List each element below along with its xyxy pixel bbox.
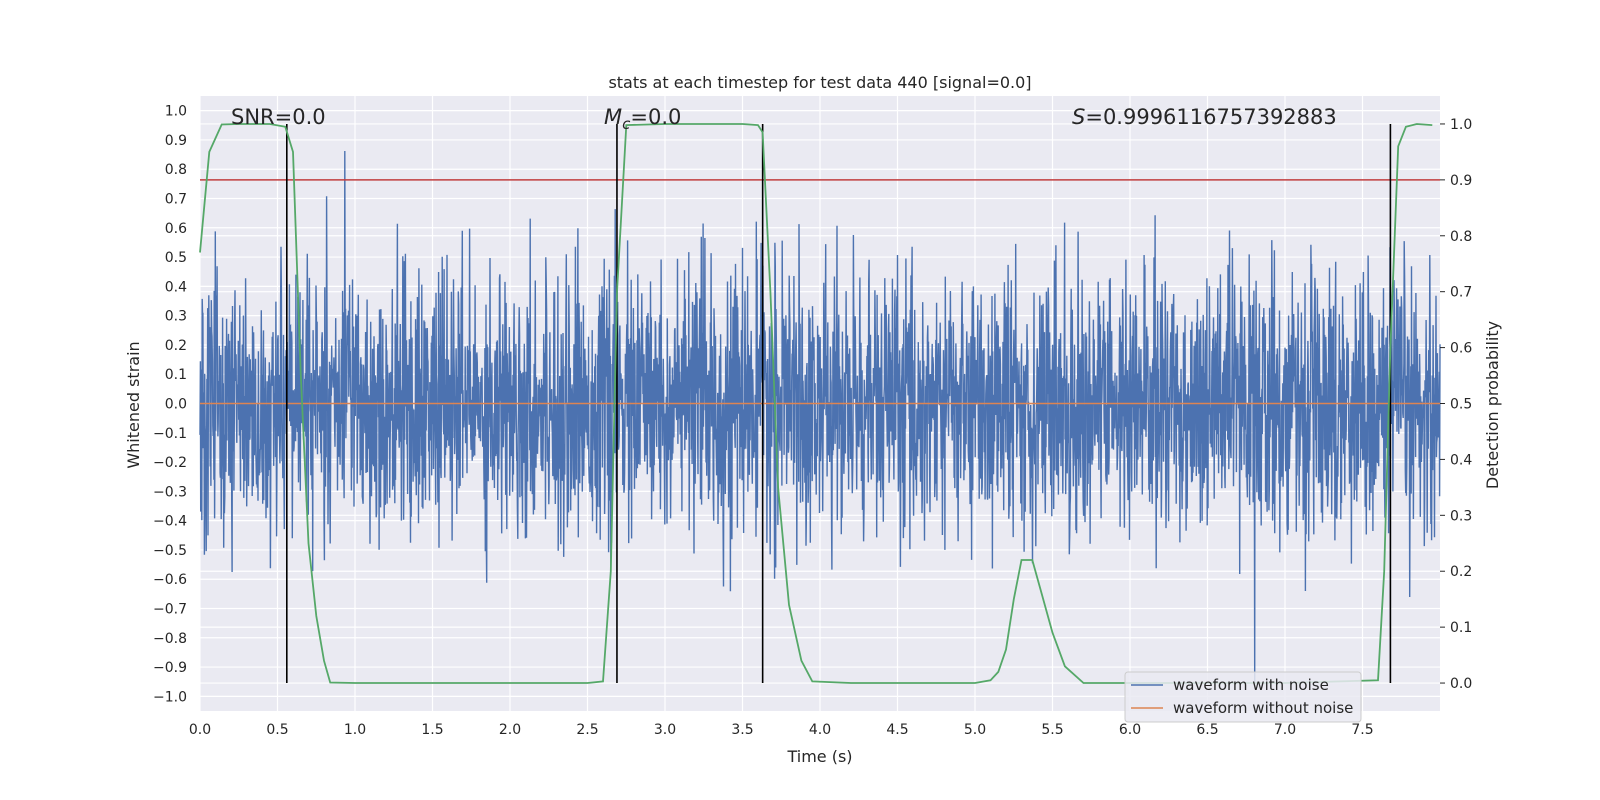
y2-tick-label: 0.5 <box>1450 397 1472 413</box>
x-tick-label: 0.5 <box>266 722 288 738</box>
ticks-group: 0.0 0.5 1.0 1.5 2.0 2.5 3.0 3.5 4.0 4.5 5.0 5.5 6.0 6… <box>153 104 1472 738</box>
x-tick-label: 7.5 <box>1351 722 1373 738</box>
y-tick-label: −0.3 <box>153 484 187 500</box>
score-symbol: S <box>1072 105 1085 129</box>
legend: waveform with noise waveform without noi… <box>1124 671 1362 723</box>
score-value: =0.9996116757392883 <box>1085 105 1336 129</box>
y2-tick-label: 0.8 <box>1450 229 1472 245</box>
chirp-mass-subscript: c <box>622 115 631 133</box>
x-tick-label: 7.0 <box>1274 722 1296 738</box>
x-tick-label: 2.0 <box>499 722 521 738</box>
legend-box <box>1124 671 1362 723</box>
x-tick-label: 4.0 <box>809 722 831 738</box>
y-tick-label: 0.2 <box>165 338 187 354</box>
y-tick-label: −0.2 <box>153 455 187 471</box>
x-tick-label: 6.5 <box>1196 722 1218 738</box>
y2-tick-label: 0.7 <box>1450 285 1472 301</box>
x-tick-label: 3.0 <box>654 722 676 738</box>
y-tick-label: 0.4 <box>165 279 187 295</box>
y2-tick-label: 1.0 <box>1450 117 1472 133</box>
y2-tick-label: 0.1 <box>1450 620 1472 636</box>
x-tick-label: 5.5 <box>1041 722 1063 738</box>
y2-axis-label: Detection probability <box>1483 321 1502 489</box>
y2-tick-label: 0.6 <box>1450 341 1472 357</box>
x-tick-label: 0.0 <box>189 722 211 738</box>
chirp-mass-symbol: M <box>604 105 622 129</box>
y2-tick-label: 0.0 <box>1450 676 1472 692</box>
y2-tick-label: 0.9 <box>1450 173 1472 189</box>
y-tick-label: 1.0 <box>165 104 187 120</box>
y-tick-label: −0.1 <box>153 426 187 442</box>
y-tick-label: −0.4 <box>153 514 187 530</box>
y-axis-label: Whitened strain <box>124 341 143 468</box>
y-tick-label: 0.1 <box>165 367 187 383</box>
y2-tick-label: 0.4 <box>1450 452 1472 468</box>
snr-annotation: SNR=0.0 <box>231 105 326 129</box>
legend-label-clean: waveform without noise <box>1173 699 1353 717</box>
x-tick-label: 1.5 <box>421 722 443 738</box>
x-axis-label: Time (s) <box>786 747 852 766</box>
waveform-with-noise-line <box>199 150 1441 682</box>
y-tick-label: 0.9 <box>165 133 187 149</box>
y-tick-label: 0.0 <box>165 397 187 413</box>
noise-series-group <box>199 150 1441 682</box>
chirp-mass-annotation: Mc=0.0 <box>604 105 681 133</box>
x-tick-label: 2.5 <box>576 722 598 738</box>
x-tick-label: 4.5 <box>886 722 908 738</box>
y-tick-label: −0.6 <box>153 572 187 588</box>
y-tick-label: −0.7 <box>153 602 187 618</box>
y-tick-label: −0.9 <box>153 660 187 676</box>
y-tick-label: 0.6 <box>165 221 187 237</box>
x-tick-label: 3.5 <box>731 722 753 738</box>
x-tick-label: 5.0 <box>964 722 986 738</box>
y-tick-label: −0.5 <box>153 543 187 559</box>
legend-label-noise: waveform with noise <box>1173 676 1329 694</box>
y-tick-label: −0.8 <box>153 631 187 647</box>
y2-tick-label: 0.3 <box>1450 508 1472 524</box>
x-tick-label: 1.0 <box>344 722 366 738</box>
chart-title: stats at each timestep for test data 440… <box>608 73 1031 92</box>
chirp-mass-value: =0.0 <box>630 105 681 129</box>
y2-tick-label: 0.2 <box>1450 564 1472 580</box>
y-tick-label: 0.3 <box>165 309 187 325</box>
y-tick-label: 0.5 <box>165 250 187 266</box>
y-tick-label: 0.7 <box>165 192 187 208</box>
score-annotation: S=0.9996116757392883 <box>1072 105 1337 129</box>
y-tick-label: 0.8 <box>165 162 187 178</box>
y-tick-label: −1.0 <box>153 689 187 705</box>
x-tick-label: 6.0 <box>1119 722 1141 738</box>
